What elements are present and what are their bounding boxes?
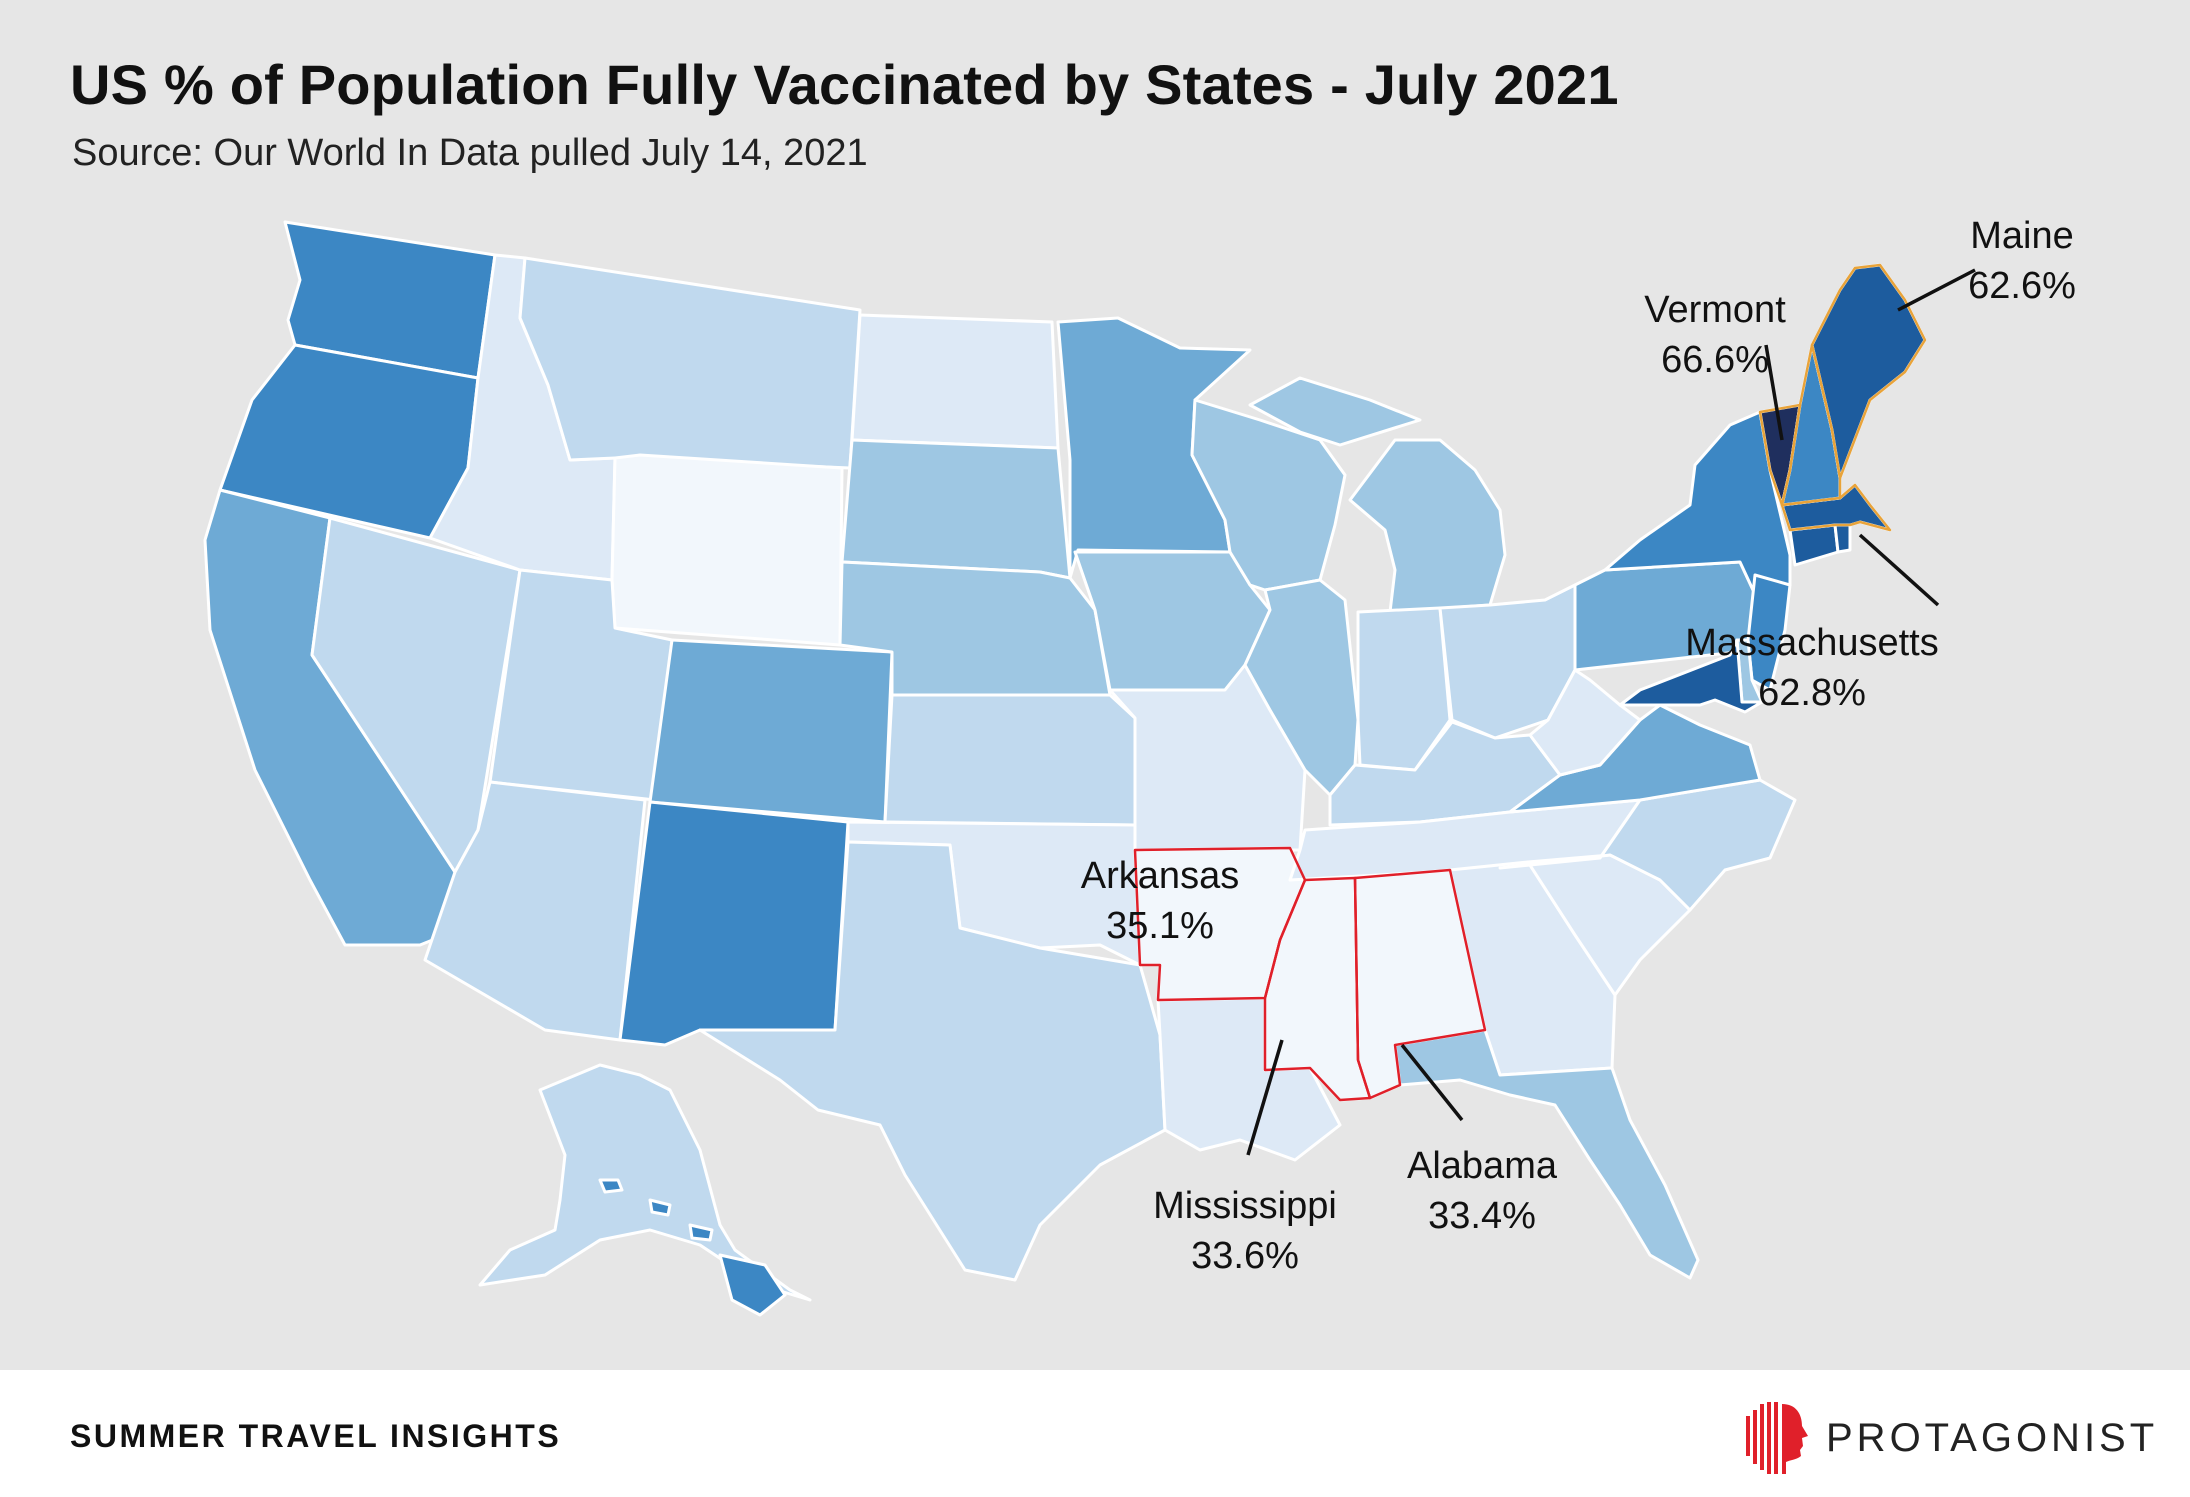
callout-name-mississippi: Mississippi xyxy=(1153,1185,1337,1227)
state-south-dakota xyxy=(840,438,1072,580)
state-rhode-island xyxy=(1833,523,1852,554)
footer-series-label: SUMMER TRAVEL INSIGHTS xyxy=(70,1418,562,1454)
state-florida xyxy=(1393,1028,1700,1280)
callout-value-alabama: 33.4% xyxy=(1428,1195,1536,1237)
leader-line-alabama xyxy=(1400,1043,1464,1122)
callout-name-massachusetts: Massachusetts xyxy=(1685,622,1938,664)
protagonist-head-icon xyxy=(1746,1402,1808,1474)
state-missouri xyxy=(1108,663,1307,852)
state-michigan xyxy=(1248,376,1507,614)
callout-value-arkansas: 35.1% xyxy=(1106,905,1214,947)
callout-value-vermont: 66.6% xyxy=(1661,339,1769,381)
callout-value-massachusetts: 62.8% xyxy=(1758,672,1866,714)
state-wyoming xyxy=(610,453,844,647)
leader-line-maine xyxy=(1897,268,1976,312)
highlight-outline-maine xyxy=(1810,263,1927,480)
callout-name-vermont: Vermont xyxy=(1644,289,1786,331)
highlight-outline-massachusetts xyxy=(1780,483,1892,532)
state-colorado xyxy=(648,638,894,824)
state-new-mexico xyxy=(618,800,850,1047)
callout-name-alabama: Alabama xyxy=(1407,1145,1558,1187)
state-montana xyxy=(518,256,862,470)
state-arizona xyxy=(423,780,647,1042)
highlight-outline-mississippi xyxy=(1263,876,1372,1102)
state-north-carolina xyxy=(1498,778,1797,912)
state-maryland xyxy=(1618,638,1764,714)
brand-name: PROTAGONIST xyxy=(1826,1415,2159,1460)
leader-line-mississippi xyxy=(1246,1039,1284,1156)
callout-name-maine: Maine xyxy=(1970,215,2074,257)
brand-logo: PROTAGONIST xyxy=(1742,1398,2158,1478)
state-hawaii xyxy=(598,1178,787,1317)
state-texas xyxy=(698,840,1167,1282)
us-choropleth-map: Maine 62.6% Vermont 66.6% Massachusetts 62.8%… xyxy=(203,215,2076,1317)
callout-value-maine: 62.6% xyxy=(1968,265,2076,307)
leader-line-massachusetts xyxy=(1858,533,1940,607)
state-north-dakota xyxy=(850,313,1060,450)
state-kansas xyxy=(883,693,1137,827)
highlight-outline-alabama xyxy=(1353,868,1487,1100)
callout-value-mississippi: 33.6% xyxy=(1191,1235,1299,1277)
map-title: US % of Population Fully Vaccinated by S… xyxy=(70,53,1619,116)
map-subtitle: Source: Our World In Data pulled July 14… xyxy=(72,132,868,174)
leader-line-vermont xyxy=(1764,344,1784,441)
state-connecticut xyxy=(1788,523,1840,567)
callout-name-arkansas: Arkansas xyxy=(1081,855,1239,897)
